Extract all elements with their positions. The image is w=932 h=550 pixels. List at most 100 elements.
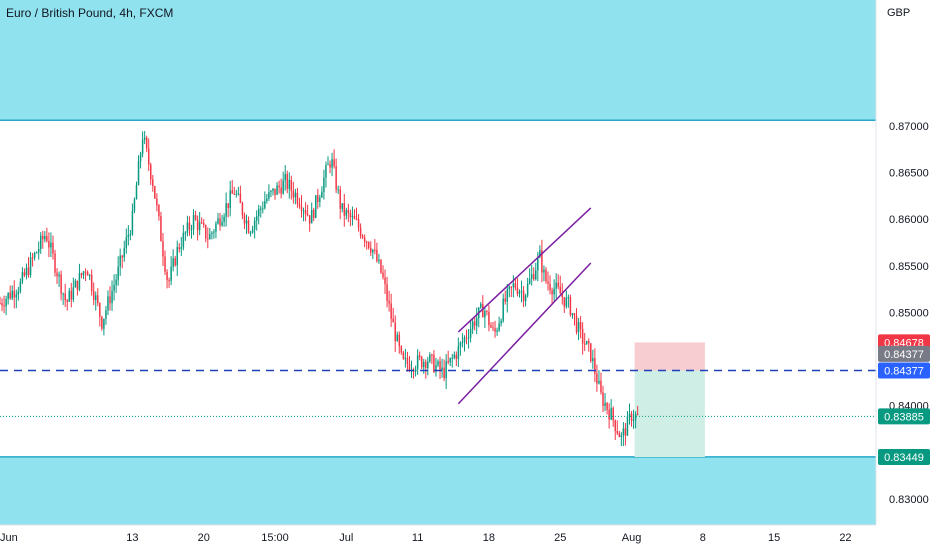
candle-body [160,216,162,242]
candle-body [29,257,32,276]
candle-body [170,266,172,281]
candle-body [455,354,458,359]
candle-body [386,284,388,301]
candle-body [406,357,409,365]
candle-body [21,272,24,282]
candle-body [266,198,268,202]
position-box-layer [634,342,705,458]
candle-body [150,164,152,180]
candle-body [33,253,36,259]
candle-body [147,148,150,165]
candle-body [141,139,144,154]
candle-body [577,322,580,333]
candle-body [398,334,401,347]
candle-body [547,281,549,284]
candle-body [223,216,225,222]
candle-body [178,247,181,250]
time-tick-label: 8 [700,532,706,544]
candle-body [502,298,504,321]
candle-body [101,316,103,329]
candle-body [113,285,115,291]
price-axis[interactable]: 0.870000.865000.860000.855000.850000.840… [889,121,929,506]
candle-body [257,208,260,217]
zones-layer [0,0,876,525]
candle-body [1,303,3,306]
candle-body [408,364,411,371]
candle-body [152,179,154,187]
candle-body [35,252,38,254]
candle-body [129,234,132,236]
candle-body [539,250,541,258]
candle-body [302,210,305,212]
time-axis[interactable]: Jun 13 20 15:00 Jul 11 18 25 Aug 8 15 22 [0,532,852,544]
candle-body [425,361,427,368]
candle-body [327,164,329,166]
time-tick-label: 25 [554,532,566,544]
candle-body [382,272,384,278]
price-tick-label: 0.86000 [889,214,929,226]
candle-body [319,197,321,202]
candle-body [205,225,207,239]
candle-body [115,279,117,286]
candle-body [9,292,11,299]
candle-body [99,303,101,317]
candle-body [604,402,606,406]
candle-body [262,208,264,210]
candle-body [636,414,639,416]
candle-body [345,210,348,216]
candle-body [62,293,64,295]
candle-body [231,190,233,194]
candle-body [194,215,197,220]
candle-body [396,334,399,342]
candle-body [388,300,390,304]
time-tick-label: 22 [839,532,851,544]
candle-body [347,210,350,213]
candle-body [453,354,456,358]
candle-body [600,380,602,393]
candle-body [111,290,113,304]
candle-body [196,219,199,231]
price-tag [878,408,930,425]
candle-body [443,367,445,379]
candle-body [23,272,26,276]
candle-body [429,354,431,362]
candle-body [272,188,274,192]
candle-body [135,185,138,200]
candle-body [465,337,468,339]
time-tick-label: 15 [768,532,780,544]
candle-body [632,419,635,421]
candle-body [168,280,170,282]
candle-body [92,290,95,301]
currency-label: GBP [887,7,910,19]
resistance-zone [0,0,876,121]
candle-body [353,215,356,219]
candle-body [337,189,339,191]
candle-body [290,179,293,191]
candle-body [490,325,492,328]
candle-body [235,193,238,195]
candle-body [94,295,97,301]
candle-body [300,206,303,211]
lines-layer [0,207,876,417]
candle-body [5,298,7,307]
candle-body [559,286,561,294]
candle-body [245,220,248,224]
candle-body [31,257,34,259]
candle-body [365,241,368,243]
candle-body [292,190,295,198]
candle-body [514,283,517,288]
time-tick-label: 18 [483,532,495,544]
candle-body [247,220,250,233]
candle-body [618,433,621,438]
candle-body [475,318,478,326]
price-tag [878,362,930,379]
price-tick-label: 0.85000 [889,307,929,319]
candle-body [286,174,288,189]
candle-body [630,413,633,421]
candle-body [612,408,614,421]
candle-body [506,289,509,302]
candle-body [164,256,166,272]
candle-body [66,300,68,302]
